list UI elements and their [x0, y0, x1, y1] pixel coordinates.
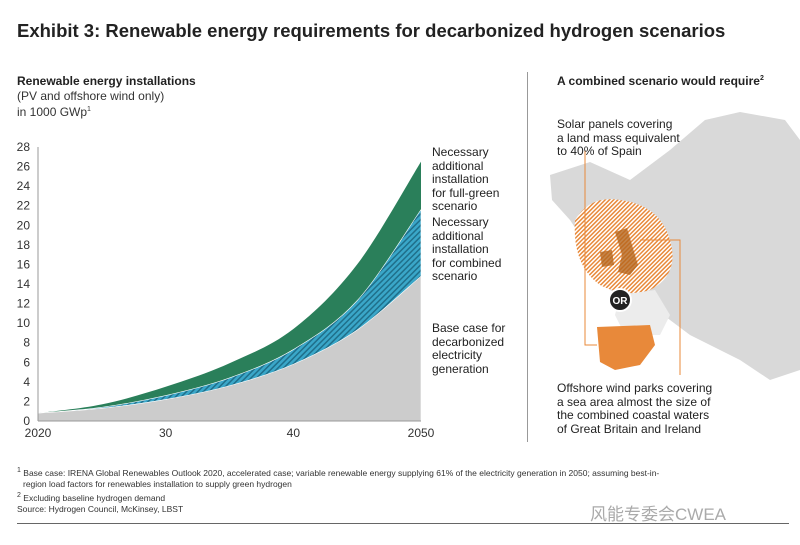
solar-leader-line [584, 150, 597, 346]
footnote-1: 1 Base case: IRENA Global Renewables Out… [17, 465, 757, 479]
y-tick-label: 26 [17, 160, 31, 174]
wind-leader-line [640, 239, 681, 375]
footnote-ref: 1 [87, 106, 91, 113]
y-tick-label: 14 [17, 277, 31, 291]
y-tick-label: 12 [17, 297, 31, 311]
y-tick-label: 24 [17, 179, 31, 193]
y-tick-label: 0 [23, 414, 30, 428]
y-tick-label: 4 [23, 375, 30, 389]
y-tick-label: 22 [17, 199, 31, 213]
land-mass [550, 112, 800, 380]
bottom-rule [17, 523, 789, 524]
divider [527, 72, 528, 442]
series-label-line: scenario [432, 269, 478, 283]
series-label-line: installation [432, 242, 489, 256]
series-label-0: Necessary additional installation for full-… [432, 145, 500, 214]
series-label-line: additional [432, 158, 484, 173]
footnotes: 1 Base case: IRENA Global Renewables Out… [17, 465, 757, 515]
chart-heading: Renewable energy installations [17, 74, 196, 88]
or-badge [608, 288, 632, 312]
y-tick-label: 10 [17, 316, 31, 330]
footnote-ref: 2 [759, 75, 764, 82]
y-tick-label: 16 [17, 257, 31, 271]
y-tick-label: 18 [17, 238, 31, 252]
x-tick-label: 2020 [25, 426, 52, 440]
series-label-line: additional [432, 228, 484, 243]
y-tick-label: 2 [23, 394, 30, 408]
wind-line: of Great Britain and Ireland [557, 421, 702, 436]
y-tick-label: 6 [23, 355, 30, 369]
footnote-mark: 2 [17, 491, 21, 499]
series-label-line: generation [432, 361, 489, 376]
series-label-line: Necessary [432, 215, 489, 229]
footnote-text: Excluding baseline hydrogen demand [23, 492, 166, 503]
great-britain [615, 228, 638, 275]
series-label-line: electricity [432, 348, 483, 362]
ireland [600, 250, 614, 267]
exhibit-title: Exhibit 3: Renewable energy requirements… [17, 20, 726, 41]
source: Source: Hydrogen Council, McKinsey, LBST [17, 503, 184, 514]
wind-line: Offshore wind parks covering [557, 381, 713, 395]
area-series-2 [37, 275, 422, 422]
footnote-text-cont: region load factors for renewables insta… [23, 478, 292, 489]
chart-unit: in 1000 GWp1 [17, 103, 91, 119]
solar-line: Solar panels covering [557, 117, 673, 131]
solar-line: to 40% of Spain [557, 144, 642, 158]
solar-text: Solar panels covering a land mass equiva… [557, 117, 680, 159]
or-label: OR [613, 296, 629, 307]
x-tick-label: 40 [287, 426, 301, 440]
footnote-text: Base case: IRENA Global Renewables Outlo… [23, 467, 660, 478]
series-label-line: Base case for [432, 321, 506, 335]
watermark: 风能专委会CWEA [590, 505, 726, 524]
y-tick-label: 28 [17, 140, 31, 154]
europe-map: OR [550, 112, 800, 380]
map-heading-text: A combined scenario would require [557, 74, 760, 88]
y-tick-label: 8 [23, 336, 30, 350]
series-label-line: for full-green [432, 185, 500, 200]
footnote-2: 2 Excluding baseline hydrogen demand [17, 490, 757, 504]
footnote-mark: 1 [17, 467, 21, 474]
series-label-line: scenario [432, 199, 478, 213]
series-label-line: Necessary [432, 145, 489, 159]
series-label-2: Base case for decarbonized electricity gene… [432, 321, 506, 376]
series-label-1: Necessary additional installation for combi… [432, 215, 502, 284]
x-tick-label: 30 [159, 426, 173, 440]
wind-text: Offshore wind parks covering a sea area … [557, 381, 713, 436]
y-tick-label: 20 [17, 218, 31, 232]
series-label-line: for combined [432, 255, 502, 270]
unit-text: in 1000 GWp [17, 105, 88, 119]
x-tick-label: 2050 [408, 426, 435, 440]
wind-line: the combined coastal waters [557, 408, 710, 422]
wind-line: a sea area almost the size of [557, 394, 711, 409]
chart-subtitle: (PV and offshore wind only) [17, 89, 165, 103]
map-heading: A combined scenario would require2 [557, 74, 764, 88]
series-label-line: installation [432, 172, 489, 186]
spain [597, 325, 655, 370]
solar-line: a land mass equivalent [557, 130, 680, 145]
series-label-line: decarbonized [432, 334, 505, 349]
